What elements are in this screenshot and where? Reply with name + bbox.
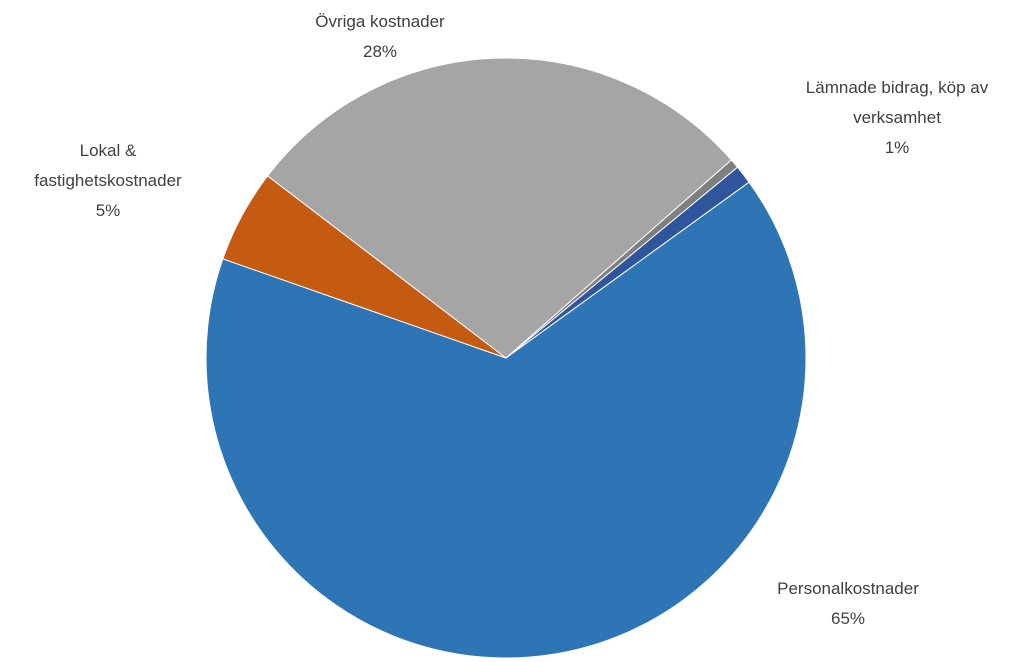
data-label: Personalkostnader 65%: [728, 574, 968, 634]
pie-slice: [505, 159, 739, 359]
category-label: Personalkostnader: [777, 579, 919, 598]
percent-label: 1%: [884, 138, 910, 157]
category-label: Lämnade bidrag, köp av verksamhet: [805, 78, 989, 127]
category-label: Övriga kostnader: [315, 12, 445, 31]
data-label: Övriga kostnader 28%: [260, 7, 500, 67]
percent-label: 5%: [95, 201, 121, 220]
pie-slice: [205, 181, 807, 659]
data-label: Lokal & fastighetskostnader 5%: [13, 136, 203, 226]
percent-label: 65%: [830, 609, 866, 628]
category-label: Lokal & fastighetskostnader: [34, 141, 182, 190]
pie-slice: [266, 57, 733, 359]
data-label: Lämnade bidrag, köp av verksamhet 1%: [792, 73, 1002, 163]
percent-label: 28%: [362, 42, 398, 61]
